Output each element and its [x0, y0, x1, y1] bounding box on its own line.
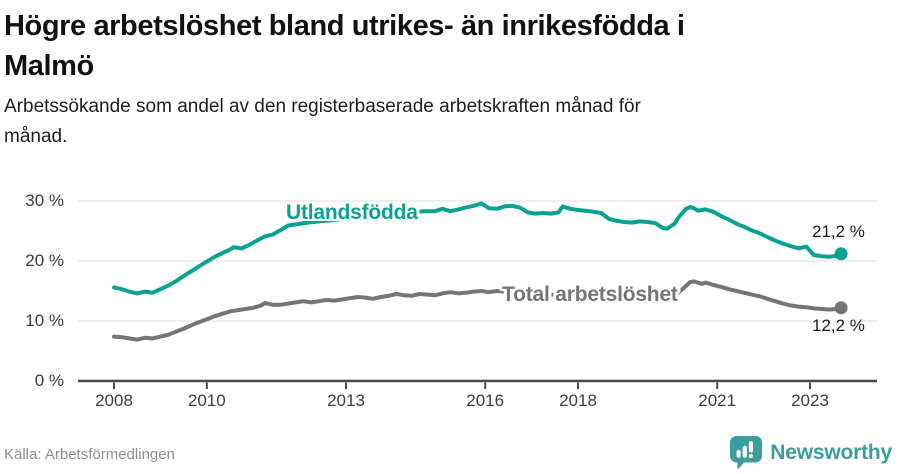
newsworthy-wordmark: Newsworthy: [770, 441, 892, 464]
series-label-total-arbetsloshet: Total arbetslöshet: [502, 283, 678, 306]
series-line-utlandsfodda: [112, 201, 844, 296]
x-axis-label: 2010: [187, 391, 226, 410]
subtitle-line-1: Arbetssökande som andel av den registerb…: [4, 96, 641, 117]
y-axis-label: 10 %: [25, 311, 64, 330]
y-axis-label: 20 %: [25, 251, 64, 270]
page-title: Högre arbetslöshet bland utrikes- än inr…: [4, 6, 884, 86]
series-line-total: [112, 279, 844, 342]
y-axis-label: 30 %: [25, 191, 64, 210]
chart-subtitle: Arbetssökande som andel av den registerb…: [4, 92, 884, 152]
source-note: Källa: Arbetsförmedlingen: [4, 446, 175, 463]
subtitle-line-2: månad.: [4, 126, 68, 147]
x-axis-label: 2013: [327, 391, 365, 410]
newsworthy-logo: Newsworthy: [729, 435, 892, 471]
y-axis-label: 0 %: [34, 371, 64, 390]
x-axis-label: 2018: [559, 391, 597, 410]
series-end-dot-utlandsfodda: [834, 247, 848, 261]
newsworthy-chart-bubble-icon: [730, 436, 763, 470]
series-end-dot-total: [834, 301, 848, 315]
title-line-1: Högre arbetslöshet bland utrikes- än inr…: [4, 10, 685, 42]
end-value-label-total: 12,2 %: [812, 316, 865, 335]
x-axis-label: 2023: [791, 391, 829, 410]
title-line-2: Malmö: [4, 50, 94, 82]
series-label-utlandsfodda: Utlandsfödda: [286, 201, 418, 224]
x-axis-label: 2021: [698, 391, 737, 410]
x-axis-label: 2016: [466, 391, 505, 410]
x-axis-label: 2008: [95, 391, 133, 410]
end-value-label-utlandsfodda: 21,2 %: [812, 222, 865, 241]
